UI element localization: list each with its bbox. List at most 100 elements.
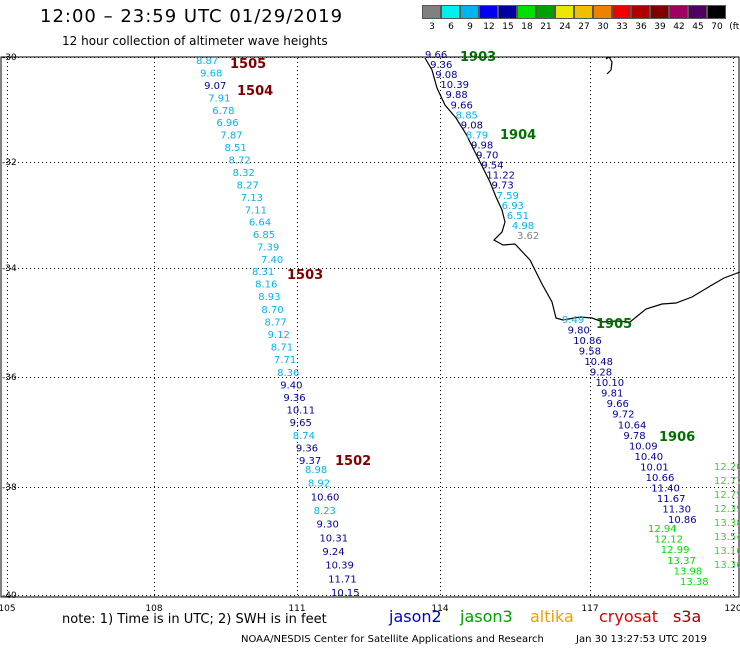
scale-swatch — [612, 5, 631, 19]
map-grid: -30 -32 -34 -36 -38 -40 105 108 111 114 117 120 — [0, 53, 740, 614]
swh-value: 9.08 — [435, 70, 457, 81]
edge-swh-value: 12.75 — [714, 490, 740, 501]
scale-label: 9 — [467, 22, 473, 32]
swh-value: 10.66 — [646, 473, 675, 484]
swh-value: 4.98 — [512, 221, 534, 232]
swh-value: 13.98 — [674, 566, 703, 577]
swh-value: 10.40 — [635, 452, 664, 463]
pass-id-label: 1503 — [287, 268, 323, 283]
swh-value: 9.54 — [481, 161, 503, 172]
swh-value: 10.60 — [311, 492, 340, 503]
swh-value: 8.36 — [277, 368, 299, 379]
mission-jason2: jason2 — [389, 607, 442, 626]
scale-label: 21 — [540, 22, 552, 32]
pass-id-label: 1905 — [596, 317, 632, 332]
swh-value: 9.66 — [451, 100, 473, 111]
scale-label: 45 — [692, 22, 704, 32]
swh-value: 9.65 — [290, 418, 312, 429]
swh-value: 9.24 — [322, 547, 344, 558]
swh-value: 11.30 — [662, 504, 691, 515]
swh-value: 9.66 — [607, 399, 629, 410]
scale-label: 30 — [597, 22, 609, 32]
swh-value: 8.77 — [265, 317, 287, 328]
swh-value: 6.51 — [507, 211, 529, 222]
edge-swh-value: 13.16 — [714, 546, 740, 557]
scale-label: 36 — [635, 22, 647, 32]
swh-value: 8.79 — [466, 130, 488, 141]
swh-value: 8.16 — [255, 280, 277, 291]
swh-value: 9.68 — [200, 68, 222, 79]
swh-value: 7.59 — [497, 191, 519, 202]
lon-label: 120 — [724, 604, 740, 614]
swh-value: 7.71 — [274, 355, 296, 366]
swh-value: 8.92 — [308, 479, 330, 490]
footnote: note: 1) Time is in UTC; 2) SWH is in fe… — [62, 612, 327, 627]
swh-value: 8.72 — [229, 156, 251, 167]
scale-swatch — [631, 5, 650, 19]
swh-value: 10.86 — [668, 515, 697, 526]
swh-value: 9.49 — [562, 315, 584, 326]
scale-swatch — [441, 5, 460, 19]
swh-value: 8.93 — [258, 292, 280, 303]
swh-value: 9.40 — [280, 380, 302, 391]
swh-value: 7.11 — [245, 205, 267, 216]
swh-value: 8.98 — [305, 465, 327, 476]
swh-value: 11.22 — [486, 171, 515, 182]
scale-label: 70 — [711, 22, 723, 32]
swh-value: 13.38 — [680, 577, 709, 588]
scale-label: 24 — [559, 22, 571, 32]
scale-swatch — [422, 5, 441, 19]
lat-label: -36 — [2, 373, 17, 383]
scale-label: 6 — [448, 22, 454, 32]
edge-swh-value: 12.20 — [714, 462, 740, 473]
swh-value: 10.86 — [573, 336, 602, 347]
pass-id-label: 1502 — [335, 454, 371, 469]
swh-value: 8.31 — [252, 267, 274, 278]
swh-value: 10.11 — [286, 406, 315, 417]
edge-swh-value: 13.38 — [714, 518, 740, 529]
swh-value: 8.87 — [196, 56, 218, 67]
swh-value: 6.85 — [253, 230, 275, 241]
scale-swatch — [593, 5, 612, 19]
credit-line: NOAA/NESDIS Center for Satellite Applica… — [241, 634, 544, 645]
scale-label: 12 — [483, 22, 495, 32]
lat-label: -32 — [2, 158, 17, 168]
swh-value: 6.64 — [249, 218, 271, 229]
swh-value: 9.81 — [601, 389, 623, 400]
generated-timestamp: Jan 30 13:27:53 UTC 2019 — [576, 634, 708, 645]
scale-label: 18 — [521, 22, 533, 32]
swh-value: 11.40 — [651, 483, 680, 494]
edge-swh-value: 13.36 — [714, 560, 740, 571]
scale-swatch — [498, 5, 517, 19]
scale-swatch — [517, 5, 536, 19]
swh-value: 9.08 — [461, 120, 483, 131]
lat-label: -40 — [2, 591, 17, 601]
lon-label: 117 — [581, 604, 598, 614]
swh-value: 10.31 — [319, 533, 348, 544]
pass-id-label: 1505 — [230, 57, 266, 72]
swh-value: 9.28 — [590, 368, 612, 379]
swh-value: 9.36 — [283, 393, 305, 404]
mission-jason3: jason3 — [460, 607, 513, 626]
scale-swatch — [574, 5, 593, 19]
scale-swatch — [555, 5, 574, 19]
swh-value: 13.37 — [667, 556, 696, 567]
lon-label: 111 — [288, 604, 305, 614]
swh-value: 8.51 — [224, 143, 246, 154]
swh-value: 3.62 — [517, 231, 539, 242]
scale-swatch — [688, 5, 707, 19]
map-title: 12:00 – 23:59 UTC 01/29/2019 — [40, 6, 344, 27]
mission-cryosat: cryosat — [599, 607, 659, 626]
swh-value: 9.36 — [296, 443, 318, 454]
swh-value: 11.71 — [328, 574, 357, 585]
swh-value: 9.78 — [623, 431, 645, 442]
scale-label: 27 — [578, 22, 590, 32]
swh-value: 9.98 — [471, 141, 493, 152]
scale-swatch — [650, 5, 669, 19]
swh-value: 9.12 — [268, 330, 290, 341]
swh-value: 9.36 — [430, 60, 452, 71]
swh-value: 9.66 — [425, 50, 447, 61]
map-frame — [0, 56, 740, 598]
swh-value: 10.09 — [629, 441, 658, 452]
edge-values: 12.20 12.77 12.75 12.39 13.38 13.54 13.16 13.36 — [714, 462, 740, 571]
